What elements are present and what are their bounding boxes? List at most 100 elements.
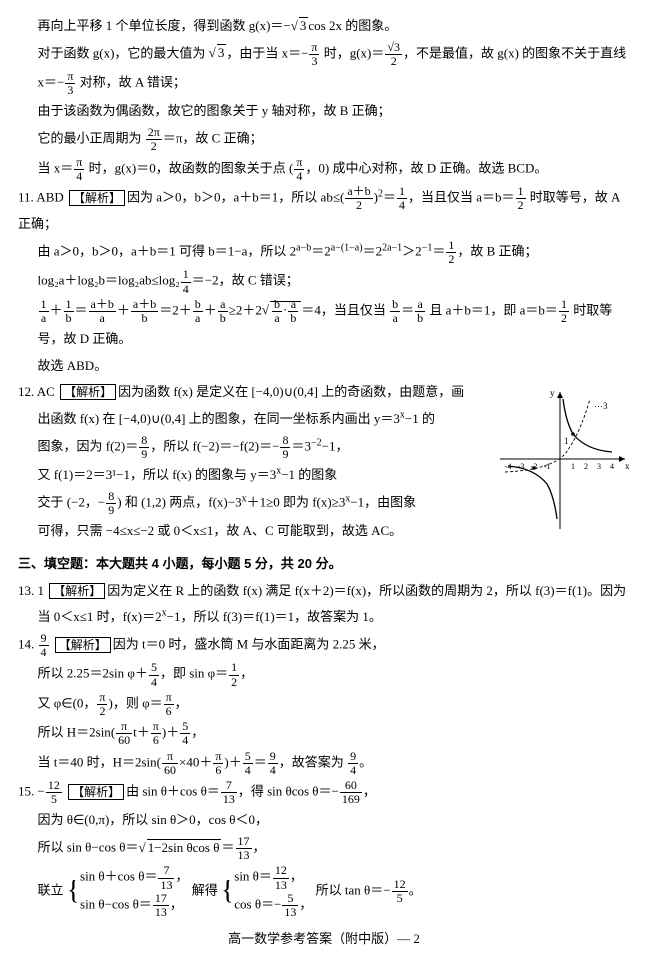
- frac: 125: [46, 779, 62, 806]
- text: 它的最小正周期为: [38, 131, 145, 146]
- text: 交于: [38, 495, 67, 510]
- text: 再向上平移 1 个单位长度，得到函数 g(x)＝−: [38, 18, 291, 33]
- frac: a＋b2: [345, 185, 372, 212]
- q11-l2: 由 a＞0，b＞0，a＋b＝1 可得 b＝1−a，所以 2a−b＝2a−(1−a…: [18, 239, 630, 266]
- frac-pi3: π3: [309, 41, 319, 68]
- q11-l4: 1a＋1b＝a＋ba＋a＋bb＝2＋ba＋ab≥2＋2ba·ab＝4，当且仅当 …: [18, 298, 630, 325]
- sqrt: 1−2sin θcos θ: [139, 840, 222, 855]
- text: ，不是最值，故 g(x) 的图象不关于直线: [403, 45, 626, 60]
- q13-l2: 当 0＜x≤1 时，f(x)＝2x−1，所以 f(3)＝f(1)＝1，故答案为 …: [18, 605, 630, 630]
- frac: 89: [106, 490, 116, 517]
- q15-l4: 联立 { sin θ＋cos θ＝713， sin θ−cos θ＝1713， …: [18, 864, 630, 919]
- intro-l1: 再向上平移 1 个单位长度，得到函数 g(x)＝−3cos 2x 的图象。: [18, 14, 630, 39]
- text: ，当且仅当 a＝b＝: [408, 190, 515, 205]
- svg-text:4: 4: [610, 462, 614, 471]
- q11-l6: 故选 ABD。: [18, 354, 630, 379]
- sqrt: 3: [291, 18, 309, 33]
- q14-l3: 又 φ∈(0，π2)，则 φ＝π6，: [18, 691, 630, 718]
- q14-l2: 所以 2.25＝2sin φ＋54，即 sin φ＝12，: [18, 661, 630, 688]
- text: ，0): [305, 160, 329, 175]
- cases-2: sin θ＝1213， cos θ＝−513，: [234, 864, 312, 919]
- text: ，由于当 x＝−: [226, 45, 308, 60]
- intro-l6: 当 x＝π4 时，g(x)＝0，故函数的图象关于点 (π4，0) 成中心对称，故…: [18, 156, 630, 183]
- svg-text:⋯3: ⋯3: [594, 401, 608, 411]
- intro-l5: 它的最小正周期为 2π2＝π，故 C 正确；: [18, 126, 630, 153]
- q11-l3: log₂a＋log₂b＝log₂ab≤log₂14＝−2，故 C 错误；: [18, 268, 630, 295]
- frac: 1b: [64, 298, 74, 325]
- svg-text:1: 1: [564, 436, 569, 446]
- svg-text:3: 3: [597, 462, 601, 471]
- q11-num: 11. ABD: [18, 190, 64, 205]
- text: −1 的: [405, 411, 435, 426]
- frac-pi4: π4: [294, 156, 304, 183]
- sqrt: 3: [209, 45, 227, 60]
- text: cos 2x 的图象。: [308, 18, 397, 33]
- text: 又 f(1)＝2＝3¹−1，所以 f(x) 的图象与 y＝3: [38, 467, 277, 482]
- intro-l2: 对于函数 g(x)，它的最大值为 3，由于当 x＝−π3 时，g(x)＝√32，…: [18, 41, 630, 68]
- text: 成中心对称，故 D 正确。故选 BCD。: [329, 160, 547, 175]
- text: log₂a＋log₂b＝log₂ab≤log₂: [38, 273, 180, 288]
- sqrt: ba·ab: [262, 302, 301, 317]
- brace-icon: {: [221, 880, 231, 902]
- svg-text:-3: -3: [518, 462, 525, 471]
- q15-l3: 所以 sin θ−cos θ＝1−2sin θcos θ＝1713，: [18, 835, 630, 862]
- text: −1 的图象: [281, 467, 337, 482]
- svg-text:1: 1: [571, 462, 575, 471]
- text: ，所以 f(−2)＝−f(2)＝−: [150, 438, 279, 453]
- frac: a＋ba: [89, 298, 116, 325]
- svg-text:y: y: [550, 388, 555, 398]
- text: 对于函数 g(x)，它的最大值为: [38, 45, 209, 60]
- text: 因为函数 f(x) 是定义在 [−4,0)∪(0,4] 上的奇函数，由题意，画: [118, 384, 464, 399]
- q15-l2: 因为 θ∈(0,π)，所以 sin θ＞0，cos θ＜0，: [18, 808, 630, 833]
- text: 因为 t＝0 时，盛水筒 M 与水面距离为 2.25 米，: [113, 637, 385, 652]
- text: ＝: [383, 190, 396, 205]
- q14-head: 14. 94 【解析】因为 t＝0 时，盛水筒 M 与水面距离为 2.25 米，: [18, 632, 630, 659]
- frac: 94: [39, 632, 49, 659]
- text: 对称，故 A 错误；: [76, 75, 185, 90]
- analysis-tag: 【解析】: [55, 637, 111, 653]
- text: ＝−2，故 C 错误；: [192, 273, 299, 288]
- frac-2pi2: 2π2: [146, 126, 162, 153]
- q11-l1: 11. ABD 【解析】因为 a＞0，b＞0，a＋b＝1，所以 ab≤(a＋b2…: [18, 185, 630, 237]
- section-3: 三、填空题：本大题共 4 小题，每小题 5 分，共 20 分。: [18, 552, 630, 577]
- text: ＝3: [291, 438, 311, 453]
- frac: 12: [446, 239, 456, 266]
- frac: 1a: [39, 298, 49, 325]
- frac: ab: [415, 298, 425, 325]
- text: 当 x＝: [38, 160, 74, 175]
- q14-l4: 所以 H＝2sin(π60t＋π6)＋54，: [18, 720, 630, 747]
- cases-1: sin θ＋cos θ＝713， sin θ−cos θ＝1713，: [80, 864, 188, 919]
- text: −1，: [322, 438, 349, 453]
- frac: 89: [280, 434, 290, 461]
- q13-num: 13. 1: [18, 583, 44, 598]
- frac: 12: [516, 185, 526, 212]
- svg-text:x: x: [625, 461, 630, 471]
- intro-l3: x＝−π3 对称，故 A 错误；: [18, 70, 630, 97]
- frac: 12: [559, 298, 569, 325]
- frac: 89: [139, 434, 149, 461]
- frac-pi3: π3: [65, 70, 75, 97]
- q15-num: 15. −: [18, 784, 45, 799]
- frac: ab: [218, 298, 228, 325]
- text: 由 a＞0，b＞0，a＋b＝1 可得 b＝1−a，所以 2: [38, 244, 297, 259]
- analysis-tag: 【解析】: [68, 784, 124, 800]
- text: ，故 B 正确；: [457, 244, 537, 259]
- svg-text:2: 2: [584, 462, 588, 471]
- text: 因为 a＞0，b＞0，a＋b＝1，所以 ab≤: [127, 190, 340, 205]
- text: (: [289, 160, 293, 175]
- text: 出函数 f(x) 在 [−4,0)∪(0,4] 上的图象，在同一坐标系内画出 y…: [38, 411, 400, 426]
- brace-icon: {: [67, 880, 77, 902]
- q12-num: 12. AC: [18, 384, 55, 399]
- q14-num: 14.: [18, 637, 38, 652]
- text: x＝−: [38, 75, 65, 90]
- svg-text:-1: -1: [544, 462, 551, 471]
- frac: a＋bb: [131, 298, 158, 325]
- frac: 14: [397, 185, 407, 212]
- frac: ba: [193, 298, 203, 325]
- intro-l4: 由于该函数为偶函数，故它的图象关于 y 轴对称，故 B 正确；: [18, 99, 630, 124]
- q12-graph: x y -4-3-2-1 1234 ⋯3 1: [490, 384, 630, 534]
- text: 时，g(x)＝: [320, 45, 384, 60]
- analysis-tag: 【解析】: [69, 190, 125, 206]
- text: 时，g(x)＝0，故函数的图象关于点: [85, 160, 289, 175]
- analysis-tag: 【解析】: [49, 583, 105, 599]
